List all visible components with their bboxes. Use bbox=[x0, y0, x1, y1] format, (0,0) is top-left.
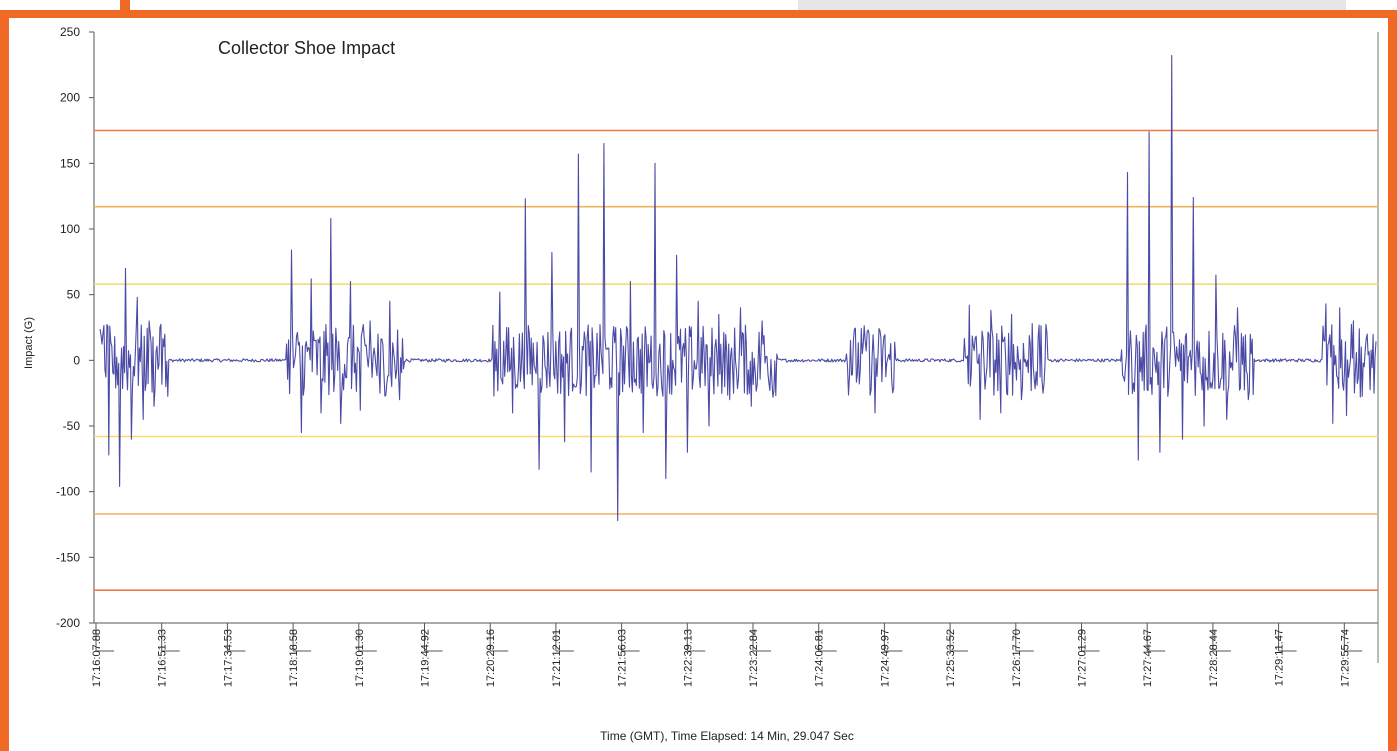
x-tick-label: 17:24:49.97 bbox=[879, 629, 891, 687]
x-tick-label: 17:29:11.47 bbox=[1274, 629, 1286, 686]
x-tick-label: 17:21:12.01 bbox=[551, 629, 563, 687]
y-tick-label: -50 bbox=[63, 419, 81, 433]
y-tick-label: -200 bbox=[56, 616, 80, 630]
y-axis: 250 200 150 100 50 0 -50 -100 -150 -200 bbox=[56, 25, 95, 630]
y-tick-label: 150 bbox=[60, 156, 80, 170]
y-tick-label: 250 bbox=[60, 25, 80, 39]
x-tick-label: 17:19:44.92 bbox=[420, 629, 432, 687]
y-tick-label: -100 bbox=[56, 485, 80, 499]
x-axis: 17:16:07.88 17:16:51.33 17:17:34.53 17:18:1… bbox=[91, 32, 1379, 687]
x-tick-label: 17:19:01.30 bbox=[354, 629, 366, 687]
series-layer bbox=[99, 55, 1377, 522]
x-tick-label: 17:21:56.03 bbox=[617, 629, 629, 687]
threshold-lines bbox=[94, 129, 1378, 591]
x-tick-label: 17:22:39.13 bbox=[682, 629, 694, 687]
chart-title: Collector Shoe Impact bbox=[218, 38, 396, 58]
x-tick-label: 17:27:01.29 bbox=[1077, 629, 1089, 687]
y-tick-label: 0 bbox=[73, 353, 80, 367]
frame-left-border bbox=[0, 10, 9, 751]
y-tick-label: 100 bbox=[60, 222, 80, 236]
x-tick-label: 17:23:22.84 bbox=[748, 629, 760, 687]
impact-series-line bbox=[99, 55, 1377, 522]
y-axis-label: Impact (G) bbox=[23, 317, 35, 369]
y-tick-label: 50 bbox=[67, 288, 81, 302]
frame-top-border bbox=[0, 10, 1397, 18]
x-tick-label: 17:24:06.81 bbox=[814, 629, 826, 687]
x-tick-label: 17:28:28.44 bbox=[1208, 629, 1220, 687]
x-tick-label: 17:29:55.74 bbox=[1339, 629, 1351, 687]
frame-right-border bbox=[1388, 10, 1397, 751]
x-axis-label: Time (GMT), Time Elapsed: 14 Min, 29.047… bbox=[600, 729, 854, 743]
impact-chart: 250 200 150 100 50 0 -50 -100 -150 -200 17:16:07.… bbox=[23, 25, 1379, 743]
x-tick-label: 17:20:29.16 bbox=[485, 629, 497, 687]
x-tick-label: 17:26:17.70 bbox=[1011, 629, 1023, 687]
y-tick-label: 200 bbox=[60, 91, 80, 105]
x-tick-label: 17:16:07.88 bbox=[91, 629, 103, 687]
x-tick-label: 17:16:51.33 bbox=[157, 629, 169, 687]
frame-notch bbox=[120, 0, 130, 18]
header-tab bbox=[798, 0, 1346, 10]
x-tick-label: 17:17:34.53 bbox=[222, 629, 234, 687]
x-tick-label: 17:25:33.52 bbox=[945, 629, 957, 687]
y-tick-label: -150 bbox=[56, 550, 80, 564]
x-tick-label: 17:27:44.67 bbox=[1142, 629, 1154, 687]
x-tick-label: 17:18:18.58 bbox=[288, 629, 300, 687]
